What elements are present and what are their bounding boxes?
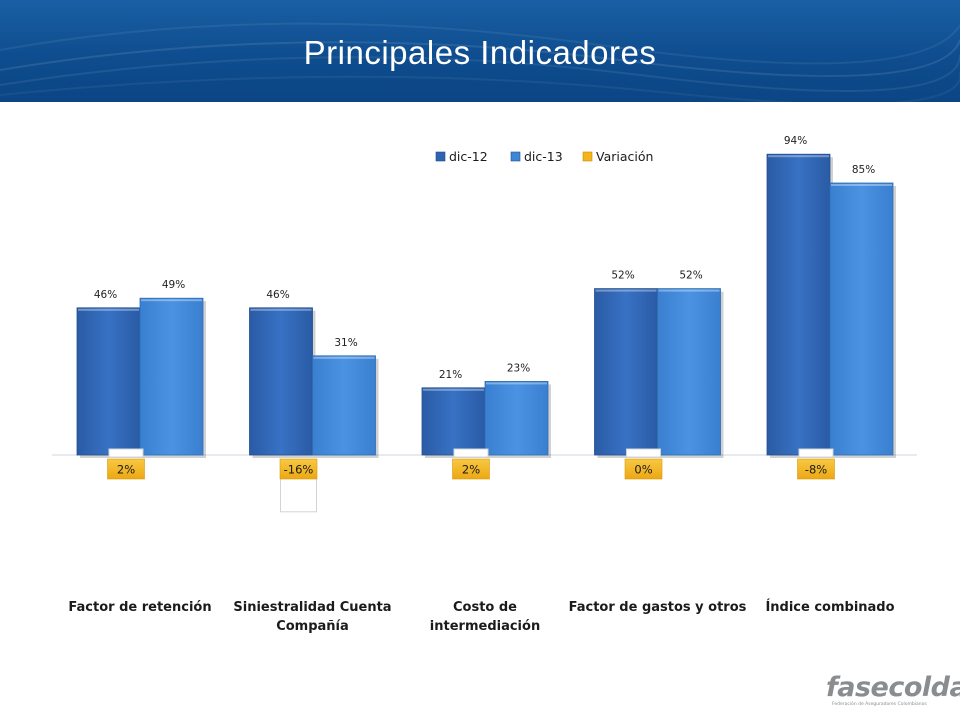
- fasecolda-logo: fasecolda Federación de Aseguradores Col…: [826, 672, 960, 712]
- variation-bar-5: [798, 448, 834, 458]
- variation-label-2: -16%: [284, 463, 314, 477]
- category-label-4: Factor de gastos y otros: [569, 600, 747, 615]
- data-label-dic-13-2: 31%: [334, 337, 357, 349]
- category-label-5: Índice combinado: [765, 599, 894, 615]
- variation-label-box-4: [624, 458, 663, 480]
- bar-highlight: [250, 308, 312, 311]
- bar-highlight: [486, 382, 547, 385]
- data-label-dic-13-3: 23%: [507, 362, 530, 374]
- bar-highlight: [78, 308, 139, 311]
- bar-dic-12-2: [249, 307, 313, 456]
- bar-dic-12-3: [421, 387, 486, 456]
- slide-title: Principales Indicadores: [303, 34, 657, 71]
- legend-swatch-dic-12: [435, 151, 446, 162]
- variation-label-4: 0%: [634, 463, 652, 477]
- bar-highlight: [313, 356, 375, 359]
- variation-label-box-2: [279, 458, 318, 480]
- chart-legend: dic-12 dic-13 Variación: [435, 149, 653, 164]
- slide-header: Principales Indicadores: [0, 0, 960, 102]
- variation-bar-4: [626, 448, 661, 458]
- variation-label-3: 2%: [462, 463, 480, 477]
- legend-swatch-Variación: [582, 151, 593, 162]
- data-label-dic-13-5: 85%: [852, 164, 875, 176]
- bar-dic-12-1: [76, 307, 141, 456]
- data-label-dic-13-4: 52%: [679, 270, 702, 282]
- variation-label-box-1: [107, 458, 145, 480]
- variation-bar-3: [453, 448, 489, 458]
- variation-label-5: -8%: [805, 463, 827, 477]
- bar-dic-13-1: [139, 297, 204, 456]
- data-label-dic-12-1: 46%: [94, 289, 117, 301]
- bar-dic-12-4: [594, 288, 658, 456]
- bar-highlight: [423, 388, 484, 391]
- variation-label-1: 2%: [117, 463, 135, 477]
- variation-label-box-3: [452, 458, 490, 480]
- bar-highlight: [658, 289, 720, 292]
- bar-dic-13-2: [312, 355, 376, 456]
- bar-dic-13-3: [484, 380, 549, 456]
- data-label-dic-12-2: 46%: [266, 289, 289, 301]
- variation-label-box-5: [797, 458, 835, 480]
- category-label-3: Costo de intermediación: [430, 600, 540, 634]
- bar-highlight: [831, 184, 892, 186]
- bar-highlight: [768, 155, 829, 158]
- legend-label-Variación: Variación: [596, 149, 653, 164]
- data-label-dic-12-3: 21%: [439, 369, 462, 381]
- bar-highlight: [141, 299, 202, 302]
- data-label-dic-12-4: 52%: [611, 270, 634, 282]
- data-label-dic-13-1: 49%: [162, 279, 185, 291]
- legend-label-dic-13: dic-13: [524, 149, 563, 164]
- legend-swatch-dic-13: [510, 151, 521, 162]
- bar-dic-13-4: [657, 288, 721, 456]
- bar-dic-13-5: [829, 182, 894, 456]
- header-decoration: [0, 22, 960, 102]
- variation-bar-1: [108, 448, 144, 458]
- logo-subtitle: Federación de Aseguradores Colombianos: [832, 702, 927, 707]
- logo-wordmark: fasecolda: [826, 672, 960, 703]
- category-label-2: Siniestralidad Cuenta Compañía: [233, 600, 391, 634]
- bar-dic-12-5: [766, 153, 831, 456]
- legend-label-dic-12: dic-12: [449, 149, 488, 164]
- category-label-1: Factor de retención: [68, 600, 211, 615]
- data-label-dic-12-5: 94%: [784, 135, 807, 147]
- bar-highlight: [595, 289, 657, 292]
